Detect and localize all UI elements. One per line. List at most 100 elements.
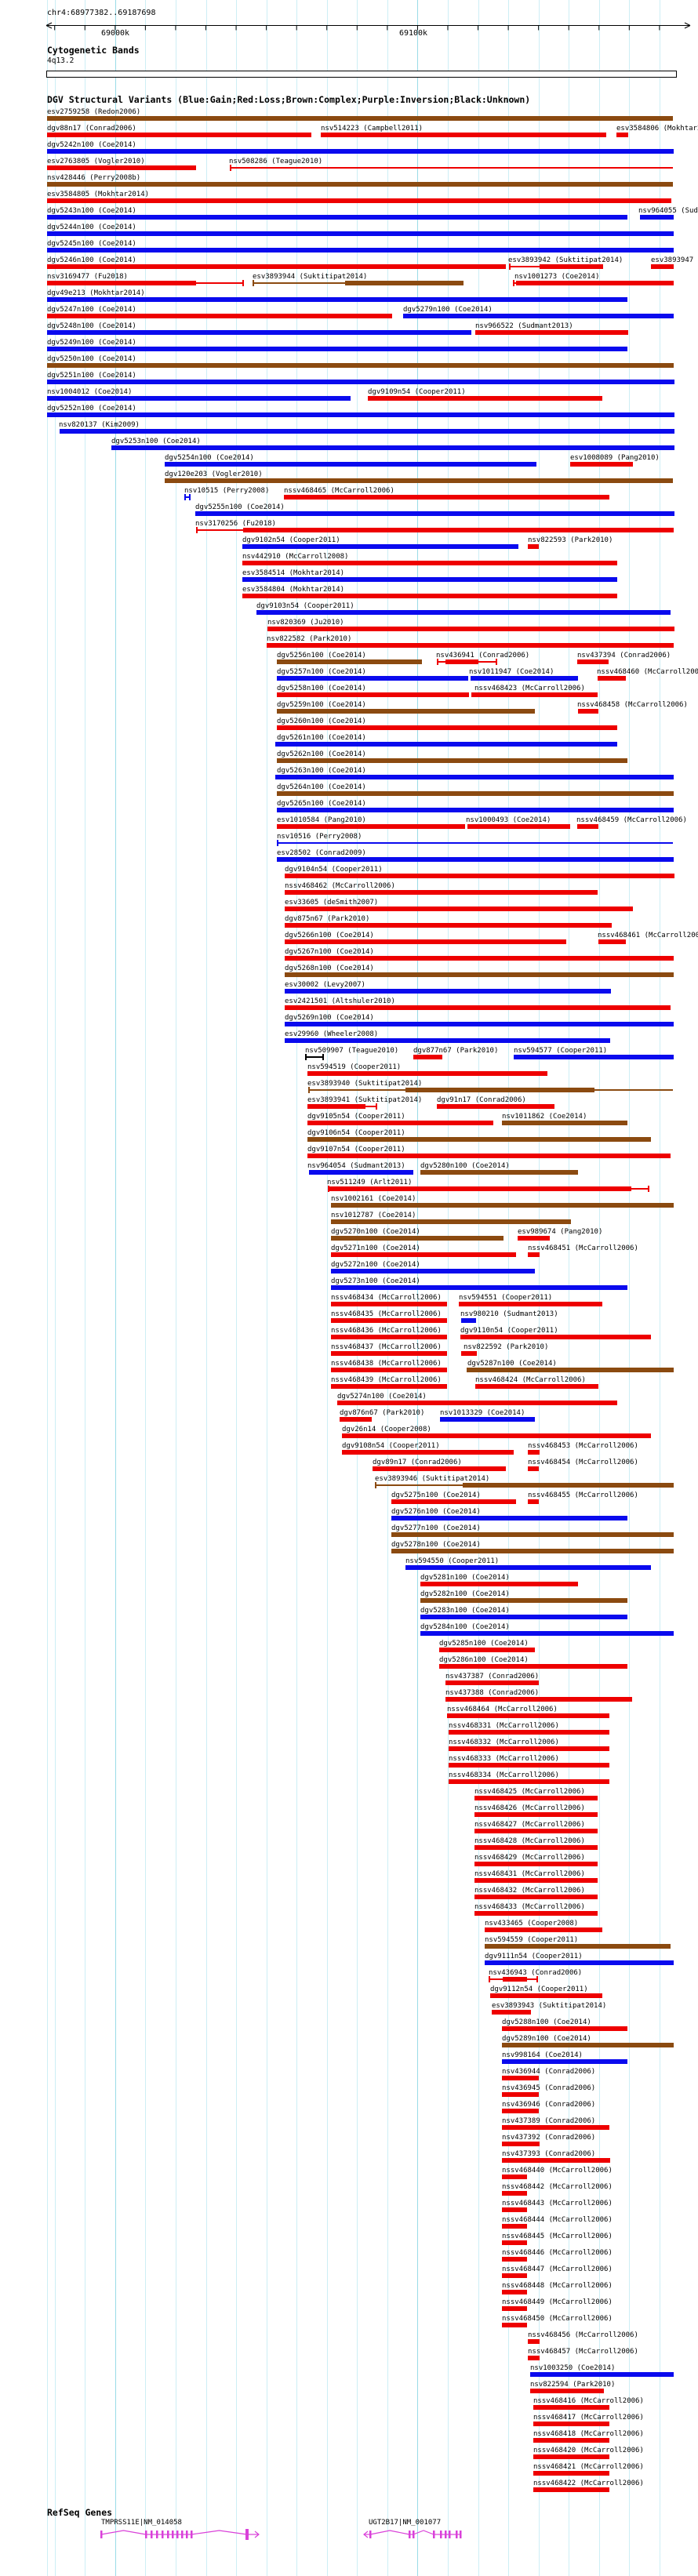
variant-label[interactable]: nsv3169477 (Fu2018) bbox=[47, 273, 128, 281]
variant-label[interactable]: nsv964055 (Sudmant2013) bbox=[638, 207, 698, 215]
variant-bar[interactable] bbox=[331, 1285, 627, 1290]
variant-label[interactable]: dgv5278n100 (Coe2014) bbox=[391, 1541, 481, 1549]
variant-label[interactable]: esv30002 (Levy2007) bbox=[285, 981, 365, 989]
variant-label[interactable]: nssv468435 (McCarroll2006) bbox=[331, 1310, 442, 1318]
variant-bar[interactable] bbox=[405, 1565, 651, 1570]
variant-bar[interactable] bbox=[474, 1911, 598, 1916]
variant-label[interactable]: nssv468444 (McCarroll2006) bbox=[502, 2216, 613, 2224]
variant-label[interactable]: nssv468334 (McCarroll2006) bbox=[449, 1771, 559, 1779]
variant-label[interactable]: nssv468449 (McCarroll2006) bbox=[502, 2298, 613, 2306]
variant-bar[interactable] bbox=[242, 544, 518, 549]
variant-label[interactable]: nsv437389 (Conrad2006) bbox=[502, 2117, 596, 2125]
variant-label[interactable]: nssv468432 (McCarroll2006) bbox=[474, 1887, 585, 1895]
variant-label[interactable]: nssv468461 (McCarroll2006) bbox=[598, 932, 698, 939]
variant-bar[interactable] bbox=[533, 2438, 609, 2443]
variant-bar[interactable] bbox=[530, 2372, 674, 2377]
gene-intron-line[interactable] bbox=[100, 2530, 147, 2535]
variant-bar[interactable] bbox=[331, 1335, 447, 1339]
variant-label[interactable]: nsv436945 (Conrad2006) bbox=[502, 2084, 596, 2092]
variant-label[interactable]: nsv428446 (Perry2008b) bbox=[47, 174, 141, 182]
gene-exon[interactable] bbox=[176, 2531, 179, 2538]
variant-bar[interactable] bbox=[420, 1615, 627, 1619]
variant-bar-thin[interactable] bbox=[527, 1978, 538, 1980]
variant-label[interactable]: dgv9111n54 (Cooper2011) bbox=[485, 1953, 583, 1960]
variant-label[interactable]: nssv468447 (McCarroll2006) bbox=[502, 2265, 613, 2273]
variant-label[interactable]: nsv980210 (Sudmant2013) bbox=[460, 1310, 558, 1318]
variant-bar-thin[interactable] bbox=[253, 282, 345, 284]
variant-bar[interactable] bbox=[502, 2125, 609, 2130]
variant-label[interactable]: nssv468431 (McCarroll2006) bbox=[474, 1870, 585, 1878]
variant-label[interactable]: dgv5288n100 (Coe2014) bbox=[502, 2018, 591, 2026]
variant-label[interactable]: dgv5259n100 (Coe2014) bbox=[277, 701, 366, 709]
gene-exon[interactable] bbox=[181, 2531, 184, 2538]
variant-bar[interactable] bbox=[502, 2175, 527, 2179]
variant-label[interactable]: esv3893946 (Suktitipat2014) bbox=[375, 1475, 490, 1483]
variant-label[interactable]: dgv5255n100 (Coe2014) bbox=[195, 503, 285, 511]
gene-exon[interactable] bbox=[186, 2531, 188, 2538]
variant-label[interactable]: nsv820137 (Kim2009) bbox=[59, 421, 140, 429]
variant-bar[interactable] bbox=[342, 1433, 651, 1438]
variant-label[interactable]: nssv468437 (McCarroll2006) bbox=[331, 1343, 442, 1351]
variant-bar-thin[interactable] bbox=[230, 167, 673, 169]
variant-label[interactable]: nssv468417 (McCarroll2006) bbox=[533, 2414, 644, 2422]
variant-label[interactable]: nssv468418 (McCarroll2006) bbox=[533, 2430, 644, 2438]
variant-bar[interactable] bbox=[331, 1219, 571, 1224]
variant-bar[interactable] bbox=[616, 133, 628, 137]
variant-bar[interactable] bbox=[449, 1730, 609, 1735]
variant-label[interactable]: dgv88n17 (Conrad2006) bbox=[47, 125, 136, 133]
gene-exon[interactable] bbox=[440, 2531, 442, 2538]
variant-label[interactable]: dgv5286n100 (Coe2014) bbox=[439, 1656, 529, 1664]
gene-exon[interactable] bbox=[100, 2531, 103, 2538]
variant-label[interactable]: dgv5261n100 (Coe2014) bbox=[277, 734, 366, 742]
variant-bar[interactable] bbox=[516, 281, 674, 285]
variant-bar[interactable] bbox=[285, 1005, 671, 1010]
variant-bar-thin[interactable] bbox=[277, 842, 673, 844]
variant-label[interactable]: dgv5247n100 (Coe2014) bbox=[47, 306, 136, 314]
variant-bar[interactable] bbox=[285, 923, 612, 928]
variant-bar[interactable] bbox=[474, 1878, 598, 1883]
gene-intron-line[interactable] bbox=[191, 2530, 248, 2535]
variant-label[interactable]: dgv120e203 (Vogler2010) bbox=[165, 471, 263, 478]
variant-label[interactable]: nsv437387 (Conrad2006) bbox=[445, 1673, 540, 1680]
variant-label[interactable]: dgv5273n100 (Coe2014) bbox=[331, 1277, 420, 1285]
variant-label[interactable]: nssv468459 (McCarroll2006) bbox=[576, 816, 687, 824]
variant-bar-thin[interactable] bbox=[489, 1978, 503, 1980]
variant-bar[interactable] bbox=[420, 1582, 578, 1586]
gene-exon[interactable] bbox=[413, 2531, 415, 2538]
variant-bar[interactable] bbox=[474, 1862, 598, 1866]
variant-label[interactable]: nsv820369 (Ju2010) bbox=[267, 619, 344, 627]
variant-bar[interactable] bbox=[463, 1483, 674, 1488]
variant-label[interactable]: esv989674 (Pang2010) bbox=[518, 1228, 603, 1236]
variant-label[interactable]: nssv468423 (McCarroll2006) bbox=[474, 685, 585, 692]
variant-label[interactable]: dgv5256n100 (Coe2014) bbox=[277, 652, 366, 659]
variant-bar[interactable] bbox=[503, 1977, 527, 1982]
variant-bar[interactable] bbox=[420, 1170, 578, 1175]
variant-bar[interactable] bbox=[165, 478, 673, 483]
variant-bar[interactable] bbox=[47, 264, 506, 269]
variant-bar[interactable] bbox=[449, 1779, 609, 1784]
variant-label[interactable]: nsv1013329 (Coe2014) bbox=[440, 1409, 525, 1417]
variant-label[interactable]: dgv9108n54 (Cooper2011) bbox=[342, 1442, 440, 1450]
variant-bar[interactable] bbox=[528, 1499, 539, 1504]
variant-bar[interactable] bbox=[420, 1631, 674, 1636]
variant-bar[interactable] bbox=[285, 939, 566, 944]
variant-bar[interactable] bbox=[578, 709, 598, 714]
variant-label[interactable]: nsv509907 (Teague2010) bbox=[305, 1047, 399, 1055]
variant-label[interactable]: nsv514223 (Campbell2011) bbox=[321, 125, 424, 133]
variant-bar-thin[interactable] bbox=[509, 266, 540, 267]
variant-label[interactable]: nssv468434 (McCarroll2006) bbox=[331, 1294, 442, 1302]
gene-intron-line[interactable] bbox=[254, 2531, 260, 2538]
variant-bar[interactable] bbox=[391, 1499, 516, 1504]
variant-bar[interactable] bbox=[445, 659, 478, 664]
variant-label[interactable]: esv3893947 (Suktitipat2014) bbox=[651, 256, 698, 264]
variant-label[interactable]: dgv5250n100 (Coe2014) bbox=[47, 355, 136, 363]
variant-label[interactable]: nssv468448 (McCarroll2006) bbox=[502, 2282, 613, 2290]
variant-label[interactable]: esv3893941 (Suktitipat2014) bbox=[307, 1096, 423, 1104]
variant-label[interactable]: nsv964054 (Sudmant2013) bbox=[307, 1162, 405, 1170]
variant-label[interactable]: nssv468453 (McCarroll2006) bbox=[528, 1442, 638, 1450]
variant-label[interactable]: nsv437394 (Conrad2006) bbox=[577, 652, 671, 659]
variant-bar[interactable] bbox=[285, 1038, 610, 1043]
variant-bar[interactable] bbox=[47, 363, 674, 368]
variant-label[interactable]: dgv5282n100 (Coe2014) bbox=[420, 1590, 510, 1598]
variant-label[interactable]: nssv468465 (McCarroll2006) bbox=[284, 487, 394, 495]
